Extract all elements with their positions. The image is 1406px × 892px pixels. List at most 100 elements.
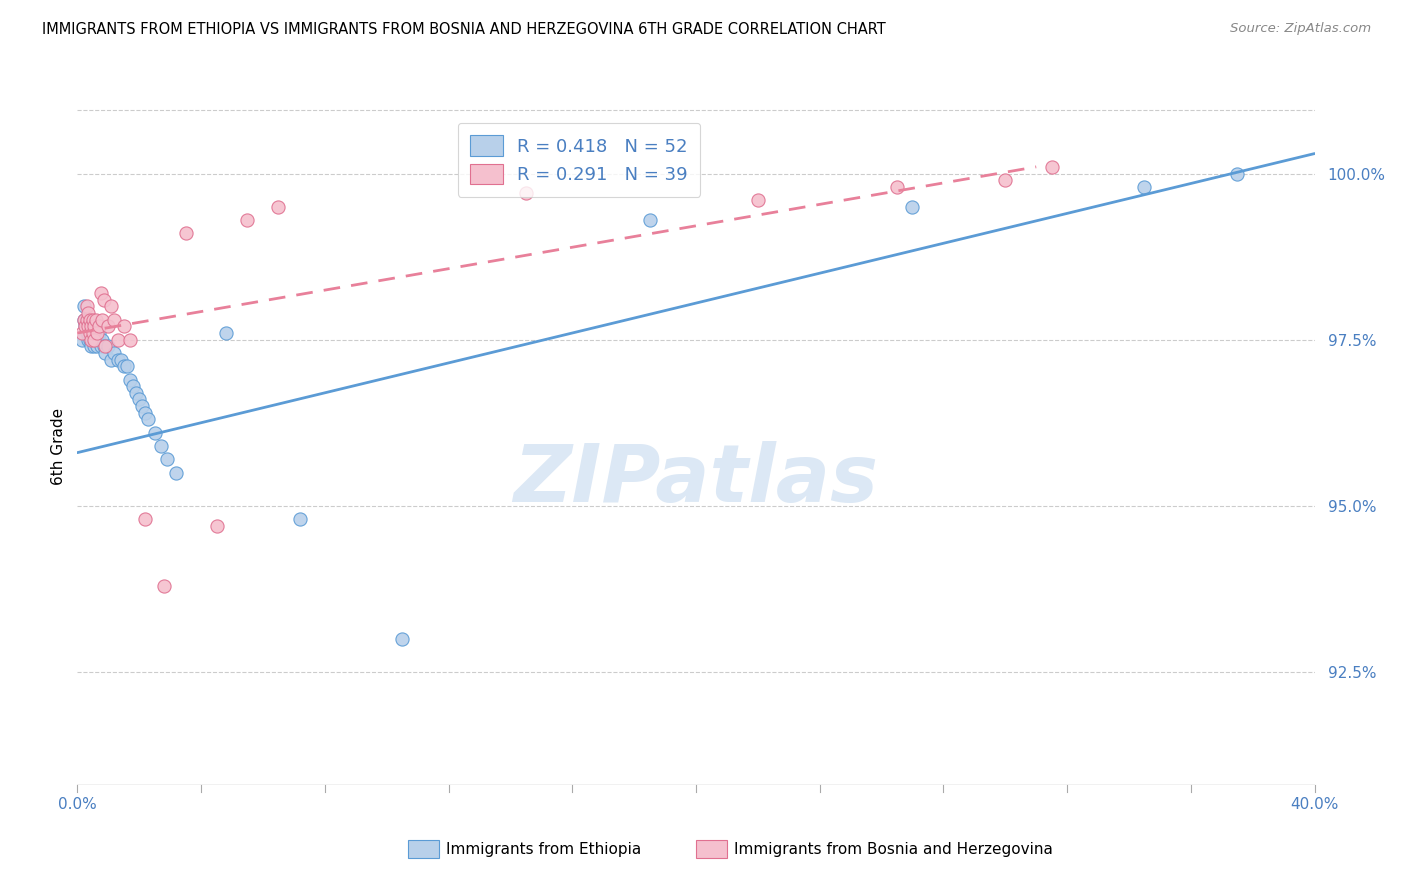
Point: [165, 466, 187, 480]
Point: [86, 326, 108, 340]
Point: [236, 213, 259, 227]
Point: [75, 319, 96, 334]
Point: [91, 312, 114, 326]
Point: [77, 319, 100, 334]
Point: [391, 632, 413, 646]
Point: [149, 439, 172, 453]
Point: [112, 359, 135, 374]
Point: [1133, 179, 1156, 194]
Point: [107, 333, 129, 347]
Point: [288, 512, 311, 526]
Point: [156, 452, 179, 467]
Text: 0.0%: 0.0%: [58, 797, 97, 812]
Point: [901, 200, 924, 214]
Point: [93, 293, 115, 307]
Point: [134, 406, 156, 420]
Point: [128, 392, 150, 407]
Point: [100, 352, 122, 367]
Point: [70, 326, 93, 340]
Point: [79, 312, 101, 326]
Point: [90, 339, 111, 353]
Point: [138, 412, 160, 426]
Point: [76, 326, 98, 340]
Y-axis label: 6th Grade: 6th Grade: [51, 408, 66, 484]
Point: [79, 333, 101, 347]
Point: [97, 319, 120, 334]
Point: [994, 173, 1017, 187]
Point: [77, 306, 100, 320]
Point: [75, 319, 96, 334]
Point: [153, 578, 176, 592]
Point: [76, 319, 98, 334]
Point: [174, 227, 197, 241]
Point: [79, 326, 101, 340]
Point: [79, 326, 101, 340]
Point: [87, 326, 110, 340]
Point: [94, 346, 117, 360]
Point: [72, 300, 94, 314]
Point: [125, 385, 148, 400]
Point: [103, 312, 125, 326]
Point: [77, 326, 100, 340]
Point: [267, 200, 290, 214]
Point: [76, 300, 98, 314]
Point: [205, 518, 228, 533]
Point: [118, 333, 141, 347]
Point: [82, 319, 104, 334]
Legend: R = 0.418   N = 52, R = 0.291   N = 39: R = 0.418 N = 52, R = 0.291 N = 39: [457, 123, 700, 197]
Point: [143, 425, 166, 440]
Point: [134, 512, 156, 526]
Point: [80, 319, 103, 334]
Point: [83, 339, 105, 353]
Point: [1040, 160, 1063, 174]
Point: [72, 312, 94, 326]
Point: [80, 326, 103, 340]
Point: [80, 333, 103, 347]
Point: [84, 312, 107, 326]
Point: [87, 319, 110, 334]
Point: [83, 333, 105, 347]
Point: [103, 346, 125, 360]
Point: [87, 333, 110, 347]
Point: [97, 339, 120, 353]
Point: [82, 312, 104, 326]
Point: [112, 319, 135, 334]
Point: [76, 312, 98, 326]
Point: [118, 372, 141, 386]
Point: [77, 319, 100, 334]
Point: [86, 339, 108, 353]
Point: [94, 339, 117, 353]
Point: [110, 352, 132, 367]
Point: [90, 286, 111, 301]
Point: [115, 359, 138, 374]
Point: [80, 339, 103, 353]
Point: [70, 333, 93, 347]
Point: [83, 319, 105, 334]
Text: Source: ZipAtlas.com: Source: ZipAtlas.com: [1230, 22, 1371, 36]
Point: [107, 352, 129, 367]
Point: [82, 326, 104, 340]
Point: [82, 326, 104, 340]
Point: [1226, 167, 1249, 181]
Point: [122, 379, 145, 393]
Point: [84, 333, 107, 347]
Point: [886, 179, 908, 194]
Point: [515, 186, 537, 201]
Text: ZIPatlas: ZIPatlas: [513, 441, 879, 519]
Text: IMMIGRANTS FROM ETHIOPIA VS IMMIGRANTS FROM BOSNIA AND HERZEGOVINA 6TH GRADE COR: IMMIGRANTS FROM ETHIOPIA VS IMMIGRANTS F…: [42, 22, 886, 37]
Text: Immigrants from Ethiopia: Immigrants from Ethiopia: [446, 842, 641, 856]
Point: [93, 339, 115, 353]
Point: [215, 326, 238, 340]
Point: [100, 300, 122, 314]
Point: [131, 399, 153, 413]
Text: Immigrants from Bosnia and Herzegovina: Immigrants from Bosnia and Herzegovina: [734, 842, 1053, 856]
Point: [72, 312, 94, 326]
Point: [91, 333, 114, 347]
Point: [83, 333, 105, 347]
Text: 40.0%: 40.0%: [1291, 797, 1339, 812]
Point: [638, 213, 661, 227]
Point: [747, 193, 769, 207]
Point: [77, 333, 100, 347]
Point: [82, 333, 104, 347]
Point: [76, 312, 98, 326]
